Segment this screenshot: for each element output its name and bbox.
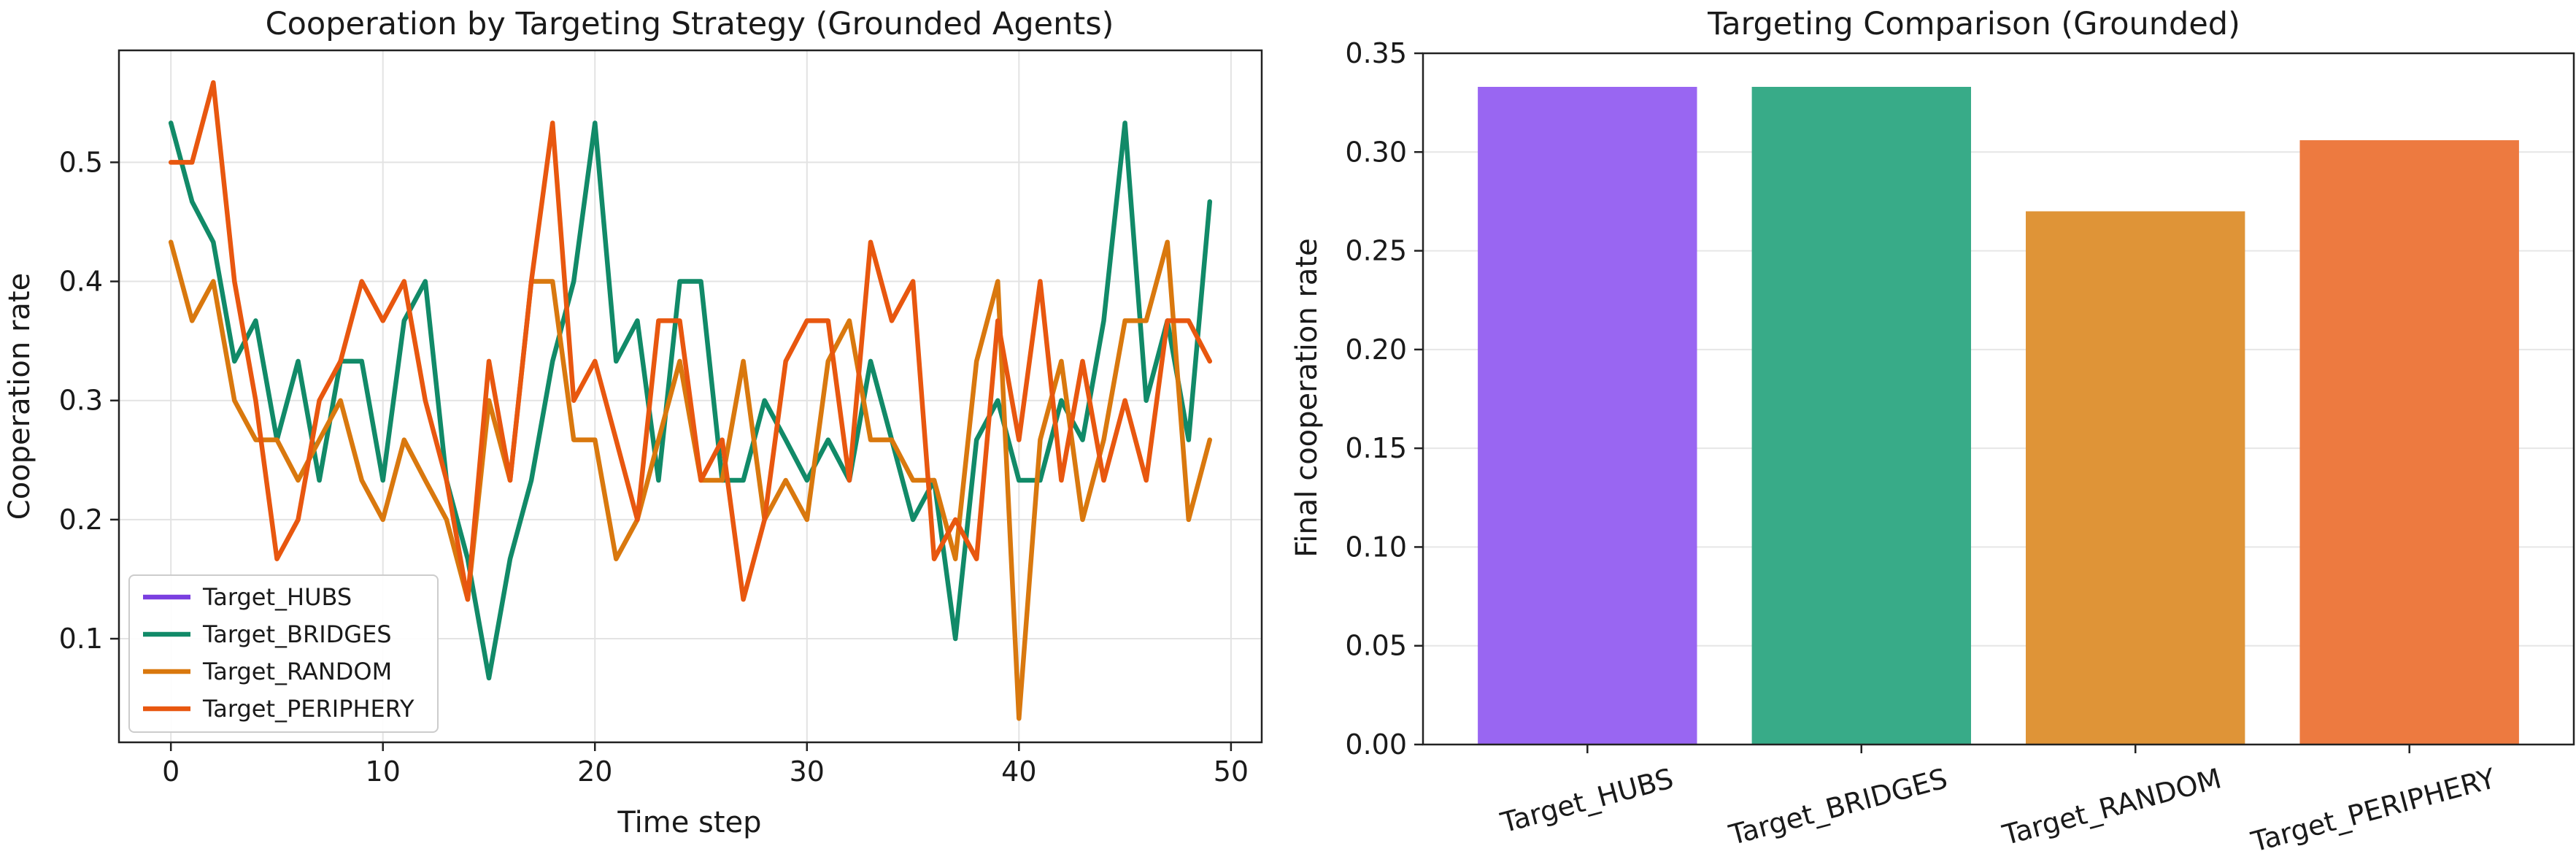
y-tick-label: 0.00 bbox=[1345, 728, 1407, 761]
line-chart-y-ticks: 0.1 0.2 0.3 0.4 0.5 bbox=[59, 146, 119, 655]
bar-chart-y-label: Final cooperation rate bbox=[1290, 238, 1324, 557]
x-tick-label: 50 bbox=[1214, 755, 1249, 788]
series-line-target-periphery bbox=[168, 80, 1213, 602]
line-chart-grid bbox=[119, 50, 1262, 742]
y-tick-label: 0.30 bbox=[1345, 136, 1407, 168]
y-tick-label: 0.4 bbox=[59, 266, 103, 298]
series-line-target-random bbox=[168, 239, 1213, 721]
legend-label: Target_HUBS bbox=[202, 583, 352, 611]
line-chart-series bbox=[168, 80, 1213, 721]
y-tick-label: 0.25 bbox=[1345, 235, 1407, 267]
line-chart-panel: Cooperation by Targeting Strategy (Groun… bbox=[3, 6, 1263, 839]
line-chart-x-ticks: 0 10 20 30 40 50 bbox=[162, 742, 1249, 788]
line-chart-title: Cooperation by Targeting Strategy (Groun… bbox=[266, 6, 1114, 42]
x-tick-label: 30 bbox=[790, 755, 825, 788]
x-tick-label: 40 bbox=[1001, 755, 1036, 788]
legend-label: Target_PERIPHERY bbox=[202, 695, 414, 723]
bar-target-periphery bbox=[2299, 140, 2519, 745]
line-chart-x-label: Time step bbox=[617, 806, 761, 839]
x-tick-label: 0 bbox=[162, 755, 180, 788]
bar-chart-title: Targeting Comparison (Grounded) bbox=[1707, 6, 2240, 42]
line-chart-frame bbox=[117, 49, 1263, 744]
bar-chart-frame bbox=[1422, 52, 2575, 746]
bar-target-hubs bbox=[1478, 87, 1697, 745]
line-chart-legend: Target_HUBS Target_BRIDGES Target_RANDOM Ta… bbox=[128, 574, 439, 733]
legend-label: Target_RANDOM bbox=[202, 658, 392, 685]
bar-target-random bbox=[2026, 211, 2245, 745]
y-tick-label: 0.20 bbox=[1345, 334, 1407, 366]
y-tick-label: 0.5 bbox=[59, 146, 103, 178]
x-tick-label: 10 bbox=[366, 755, 401, 788]
y-tick-label: 0.15 bbox=[1345, 432, 1407, 464]
bar-chart-bars bbox=[1478, 87, 2519, 745]
legend-label: Target_BRIDGES bbox=[202, 620, 392, 648]
legend-box bbox=[128, 574, 439, 733]
y-tick-label: 0.35 bbox=[1345, 37, 1407, 69]
y-tick-label: 0.3 bbox=[59, 385, 103, 417]
y-tick-label: 0.10 bbox=[1345, 531, 1407, 563]
x-tick-label: 20 bbox=[577, 755, 612, 788]
bar-chart-y-ticks: 0.00 0.05 0.10 0.15 0.20 0.25 0.30 0.35 bbox=[1345, 37, 1423, 761]
bar-target-bridges bbox=[1751, 87, 1971, 745]
y-tick-label: 0.1 bbox=[59, 623, 103, 655]
y-tick-label: 0.2 bbox=[59, 504, 103, 536]
line-chart-y-label: Cooperation rate bbox=[3, 273, 36, 520]
y-tick-label: 0.05 bbox=[1345, 630, 1407, 662]
